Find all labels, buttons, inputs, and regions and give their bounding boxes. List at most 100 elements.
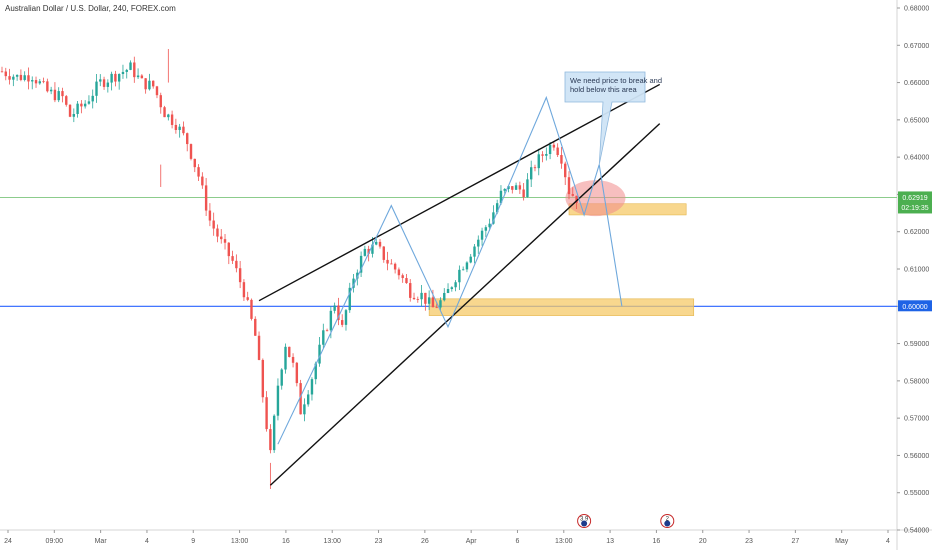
projection-path[interactable] [277, 95, 623, 445]
candle-body [254, 318, 257, 336]
candle-body [341, 320, 344, 325]
candle-body [152, 80, 155, 87]
candle-body [83, 103, 87, 107]
candle-body [571, 194, 574, 196]
y-tick-label: 0.61000 [904, 267, 929, 274]
current-price-label: 0.62919 [902, 195, 927, 202]
y-tick-label: 0.59000 [904, 341, 929, 348]
candle-body [38, 81, 41, 84]
candle-body [133, 62, 136, 78]
trendline-upper[interactable] [258, 83, 661, 302]
candle-body [322, 330, 325, 345]
candle-body [526, 179, 529, 198]
candle-body [477, 239, 480, 247]
candle-body [8, 76, 11, 80]
flag-icon [581, 520, 588, 527]
candle-body [129, 62, 132, 70]
y-tick-label: 0.62000 [904, 229, 929, 236]
candle-body [299, 383, 302, 415]
candle-body [99, 79, 102, 82]
y-tick-label: 0.55000 [904, 490, 929, 497]
candle-body [163, 107, 166, 118]
candle-body [65, 96, 68, 105]
event-2-label: 2 [666, 517, 670, 523]
candle-body [276, 385, 280, 416]
candle-body [144, 78, 147, 90]
candle-body [541, 154, 544, 156]
candle-body [427, 297, 431, 304]
candle-body [337, 305, 340, 321]
x-tick-label: 13 [606, 538, 614, 545]
candle-body [303, 404, 306, 415]
candle-body [458, 269, 461, 283]
candle-body [450, 287, 454, 290]
candle-body [291, 356, 295, 363]
candle-body [170, 114, 174, 125]
candle-body [0, 71, 4, 73]
candle-body [390, 263, 393, 265]
candle-body [19, 74, 23, 80]
current-countdown-label: 02:19:35 [901, 205, 928, 212]
candle-body [545, 153, 548, 156]
candle-body [567, 177, 571, 195]
candle-body [412, 297, 416, 300]
trendlines[interactable] [258, 83, 661, 486]
candle-body [416, 299, 419, 300]
candle-body [488, 223, 491, 228]
candle-body [386, 259, 389, 264]
candle-body [446, 289, 450, 293]
annotation-box[interactable] [564, 71, 646, 165]
candle-body [318, 344, 321, 364]
y-tick-label: 0.65000 [904, 117, 929, 124]
candle-body [473, 246, 476, 257]
candle-body [564, 163, 567, 178]
candle-body [409, 283, 412, 298]
x-tick-label: 09:00 [46, 538, 64, 545]
candle-body [117, 74, 121, 82]
candle-body [443, 292, 446, 301]
candle-body [431, 297, 435, 308]
x-tick-label: 13:00 [323, 538, 341, 545]
candle-body [295, 362, 299, 384]
breakdown-circle [565, 180, 626, 217]
candle-body [140, 75, 144, 79]
current-price-tag [898, 191, 932, 214]
candle-body [378, 241, 382, 247]
candle-body [518, 185, 522, 190]
resistance-zone [568, 203, 687, 216]
candle-body [348, 287, 351, 311]
y-axis[interactable]: 0.680000.670000.660000.650000.640000.630… [897, 6, 932, 535]
annotation-text: hold below this area [570, 85, 638, 94]
y-tick-label: 0.66000 [904, 80, 929, 87]
candle-body [511, 186, 514, 190]
candle-body [102, 79, 106, 87]
candle-body [552, 144, 556, 148]
candle-body [216, 228, 219, 237]
candle-body [227, 242, 230, 257]
projection-path-line[interactable] [277, 95, 623, 445]
candle-body [530, 167, 533, 180]
candle-body [420, 292, 423, 300]
candle-body [42, 81, 45, 83]
candle-body [91, 95, 94, 102]
x-axis[interactable]: 24 09:00 Mar 4 9 13:00 16 13:00 23 26 Apr 6 13:00 13 1… [4, 530, 890, 545]
candle-body [405, 278, 408, 284]
candle-body [72, 114, 76, 117]
candle-body [110, 73, 113, 83]
candle-body [80, 103, 83, 107]
trendline-lower[interactable] [269, 123, 661, 486]
candle-body [503, 188, 506, 191]
candle-body [178, 126, 181, 131]
candle-body [314, 363, 317, 380]
candle-body [155, 86, 159, 96]
event-markers[interactable]: 3 9 2 [577, 514, 675, 528]
support-price-tag [898, 300, 932, 312]
candle-body [371, 244, 374, 254]
candle-body [76, 103, 79, 115]
candle-body [465, 262, 469, 270]
candle-body [49, 89, 53, 92]
x-tick-label: May [835, 538, 849, 545]
candle-body [27, 75, 30, 82]
